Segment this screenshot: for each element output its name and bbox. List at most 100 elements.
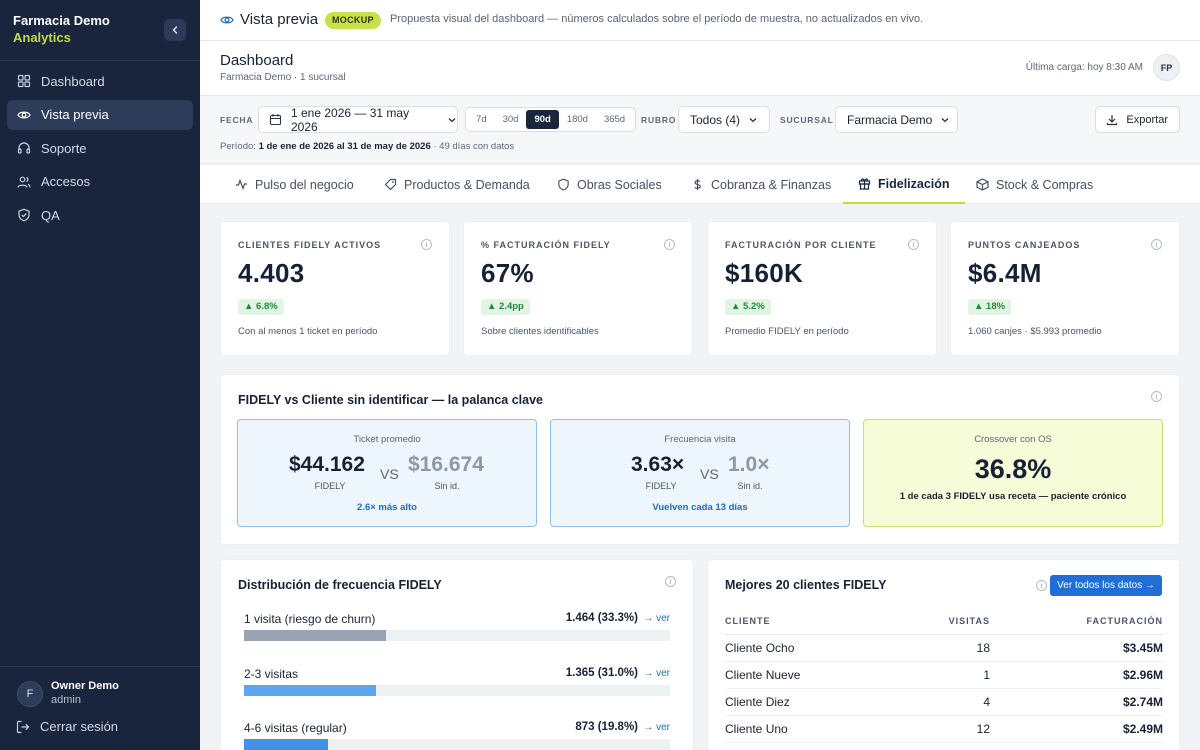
tag-icon: [384, 178, 397, 191]
sidebar-item-dashboard[interactable]: Dashboard: [7, 66, 193, 96]
client-revenue: $2.96M: [990, 661, 1163, 689]
kpi-card-facturacion-cliente: FACTURACIÓN POR CLIENTE i $160K ▲ 5.2% P…: [708, 222, 936, 355]
other-frequency-value: 1.0×: [728, 453, 770, 476]
sidebar-item-accesos[interactable]: Accesos: [7, 167, 193, 197]
table-row[interactable]: Cliente Ocho 18 $3.45M: [725, 634, 1163, 662]
mockup-badge: MOCKUP: [325, 12, 381, 29]
user-name: Owner Demo: [51, 680, 119, 692]
collapse-sidebar-button[interactable]: [164, 19, 186, 41]
sidebar-item-vista-previa[interactable]: Vista previa: [7, 99, 193, 130]
brand: Farmacia Demo Analytics: [13, 13, 110, 46]
tab-stock-compras[interactable]: Stock & Compras: [961, 165, 1108, 204]
headset-icon: [17, 142, 31, 154]
period-days: · 49 días con datos: [433, 141, 515, 152]
kpi-delta-badge: ▲ 2.4pp: [481, 299, 530, 315]
info-icon[interactable]: i: [665, 576, 676, 587]
kpi-card-clientes: CLIENTES FIDELY ACTIVOS i 4.403 ▲ 6.8% C…: [221, 222, 449, 355]
range-30d-button[interactable]: 30d: [502, 114, 519, 125]
kpi-note: 1.060 canjes · $5.993 promedio: [968, 326, 1102, 337]
table-row[interactable]: Cliente Diez 4 $2.74M: [725, 688, 1163, 716]
tab-pulso-del-negocio[interactable]: Pulso del negocio: [220, 165, 369, 204]
comparison-title: Crossover con OS: [974, 434, 1052, 445]
category-select[interactable]: Todos (4): [678, 106, 770, 133]
frequency-distribution-card: Distribución de frecuencia FIDELY i 1 vi…: [221, 560, 693, 750]
range-7d-button[interactable]: 7d: [476, 114, 487, 125]
range-180d-button[interactable]: 180d: [566, 114, 588, 125]
column-header-facturacion[interactable]: FACTURACIÓN: [990, 608, 1163, 635]
column-header-cliente[interactable]: CLIENTE: [725, 608, 925, 635]
main-area: Vista previa MOCKUP Propuesta visual del…: [200, 0, 1200, 750]
branch-select[interactable]: Farmacia Demo: [835, 106, 958, 133]
sidebar-item-soporte[interactable]: Soporte: [7, 133, 193, 163]
tab-cobranza-finanzas[interactable]: Cobranza & Finanzas: [676, 165, 846, 204]
tab-obras-sociales[interactable]: Obras Sociales: [542, 165, 677, 204]
avatar[interactable]: FP: [1153, 54, 1180, 81]
sidebar-divider: [0, 60, 200, 61]
kpi-delta-badge: ▲ 6.8%: [238, 299, 284, 315]
tab-label: Productos & Demanda: [404, 177, 530, 192]
sidebar-item-qa[interactable]: QA: [7, 200, 193, 230]
comparison-footer: Vuelven cada 13 días: [652, 502, 748, 513]
section-title: Mejores 20 clientes FIDELY: [725, 578, 887, 592]
client-name: Cliente Nueve: [725, 661, 925, 689]
kpi-label: % FACTURACIÓN FIDELY: [481, 240, 611, 250]
top-clients-card: Mejores 20 clientes FIDELY i Ver todos l…: [708, 560, 1179, 750]
view-link[interactable]: → ver: [643, 668, 670, 679]
download-icon: [1107, 114, 1118, 125]
page-subtitle: Farmacia Demo · 1 sucursal: [220, 72, 346, 83]
client-visits: 12: [925, 715, 990, 743]
dollar-icon: [694, 179, 701, 190]
sidebar-item-label: Dashboard: [41, 73, 105, 89]
export-button[interactable]: Exportar: [1095, 106, 1180, 133]
comparison-title: Frecuencia visita: [664, 434, 736, 445]
branch-select-value: Farmacia Demo: [847, 112, 933, 127]
chevron-left-icon: [172, 26, 178, 34]
quick-range-group: 7d 30d 90d 180d 365d: [465, 107, 637, 132]
client-name: Cliente Ocho: [725, 634, 925, 662]
range-90d-button[interactable]: 90d: [526, 110, 559, 129]
info-icon[interactable]: i: [1151, 391, 1162, 402]
ticket-comparison: Ticket promedio $44.162 FIDELY VS $16.67…: [237, 419, 537, 527]
tab-label: Stock & Compras: [996, 177, 1094, 192]
table-row[interactable]: Cliente Nueve 1 $2.96M: [725, 661, 1163, 689]
info-icon[interactable]: i: [421, 239, 432, 250]
table-row[interactable]: Cliente Uno 12 $2.49M: [725, 715, 1163, 743]
info-icon[interactable]: i: [664, 239, 675, 250]
date-range-value: 1 ene 2026 — 31 may 2026: [291, 105, 410, 134]
calendar-icon: [269, 114, 282, 126]
comparison-title: Ticket promedio: [353, 434, 421, 445]
date-range-picker[interactable]: 1 ene 2026 — 31 may 2026: [258, 105, 458, 134]
other-label: Sin id.: [737, 481, 763, 491]
tab-label: Obras Sociales: [577, 177, 662, 192]
view-link[interactable]: → ver: [643, 722, 670, 733]
kpi-delta-badge: ▲ 18%: [968, 299, 1012, 315]
other-label: Sin id.: [434, 481, 460, 491]
kpi-note: Sobre clientes identificables: [481, 326, 599, 337]
info-icon[interactable]: i: [1151, 239, 1162, 250]
view-link[interactable]: → ver: [643, 613, 670, 624]
client-revenue: $3.45M: [990, 634, 1163, 662]
info-icon[interactable]: i: [1036, 580, 1047, 591]
users-icon: [17, 176, 31, 188]
fidely-label: FIDELY: [645, 481, 677, 491]
chevron-down-icon: [749, 117, 757, 122]
filter-bar: FECHA 1 ene 2026 — 31 may 2026 7d 30d 90…: [200, 96, 1200, 164]
vs-label: VS: [380, 466, 399, 482]
other-ticket-value: $16.674: [408, 453, 484, 476]
logout-button[interactable]: Cerrar sesión: [16, 719, 118, 734]
tab-productos-demanda[interactable]: Productos & Demanda: [369, 165, 545, 204]
range-365d-button[interactable]: 365d: [603, 114, 626, 125]
sidebar-nav: Dashboard Vista previa Soporte Accesos Q…: [7, 66, 193, 234]
user-role: admin: [51, 694, 81, 706]
chevron-down-icon: [941, 117, 949, 122]
category-select-value: Todos (4): [690, 112, 741, 127]
activity-icon: [236, 178, 247, 191]
brand-product: Analytics: [13, 30, 71, 45]
user-profile[interactable]: F Owner Demo admin: [17, 680, 119, 707]
column-header-visitas[interactable]: VISITAS: [925, 608, 990, 635]
tab-fidelizacion[interactable]: Fidelización: [843, 165, 965, 204]
see-all-data-button[interactable]: Ver todos los datos →: [1050, 575, 1162, 596]
sidebar-item-label: Accesos: [41, 174, 91, 189]
crossover-comparison: Crossover con OS 36.8% 1 de cada 3 FIDEL…: [863, 419, 1163, 527]
info-icon[interactable]: i: [908, 239, 919, 250]
